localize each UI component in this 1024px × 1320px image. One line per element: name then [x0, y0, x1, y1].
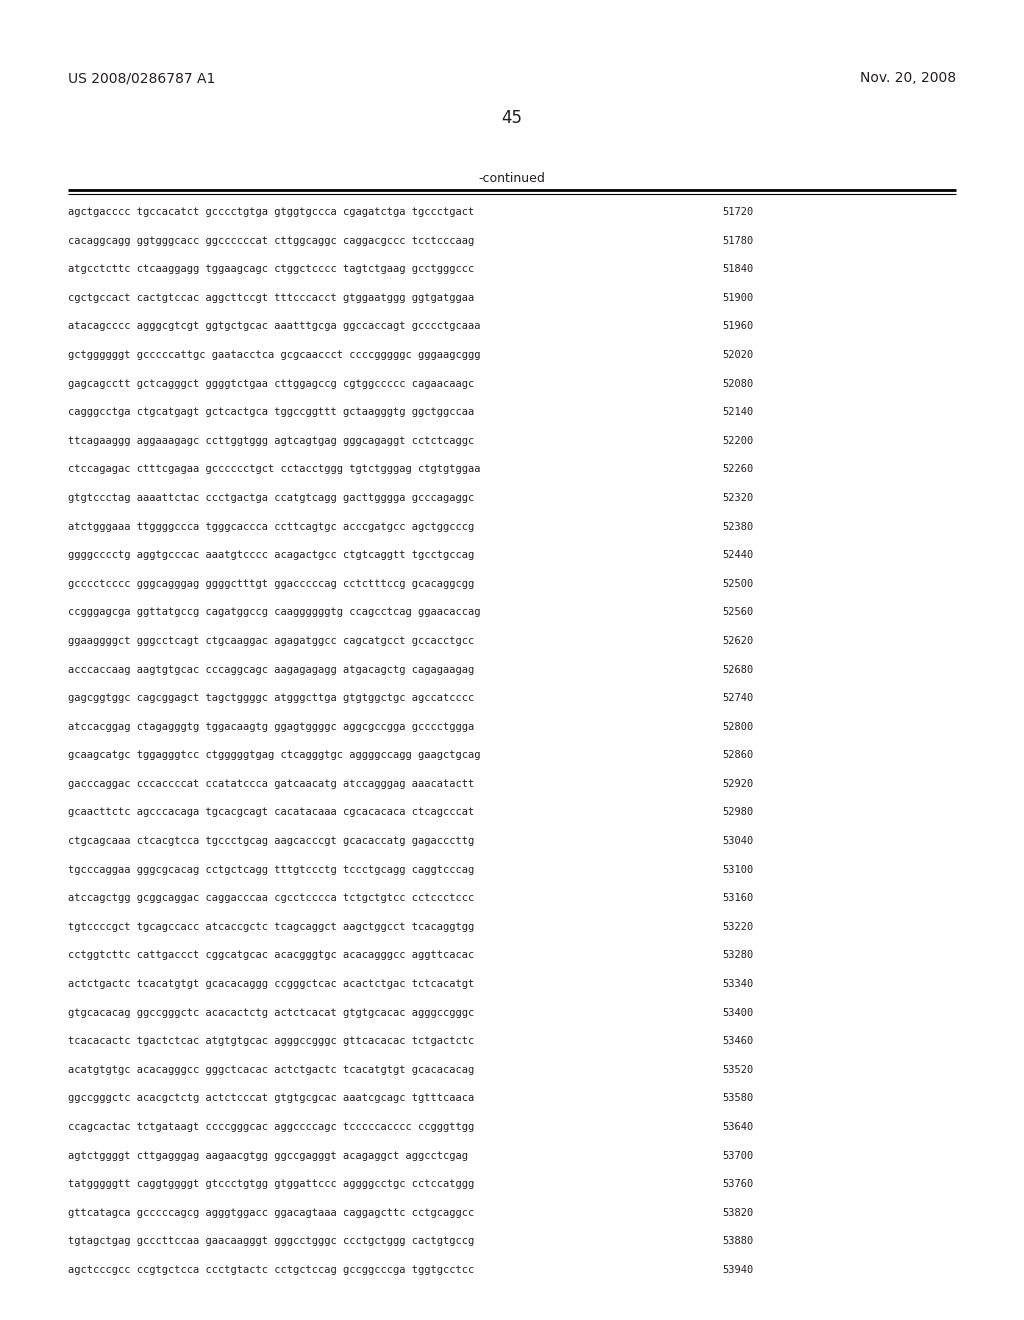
Text: tgtagctgag gcccttccaa gaacaagggt gggcctgggc ccctgctggg cactgtgccg: tgtagctgag gcccttccaa gaacaagggt gggcctg… [68, 1237, 474, 1246]
Text: 53520: 53520 [722, 1065, 754, 1074]
Text: actctgactc tcacatgtgt gcacacaggg ccgggctcac acactctgac tctcacatgt: actctgactc tcacatgtgt gcacacaggg ccgggct… [68, 979, 474, 989]
Text: 52620: 52620 [722, 636, 754, 645]
Text: gtgcacacag ggccgggctc acacactctg actctcacat gtgtgcacac agggccgggc: gtgcacacag ggccgggctc acacactctg actctca… [68, 1007, 474, 1018]
Text: gagcggtggc cagcggagct tagctggggc atgggcttga gtgtggctgc agccatcccc: gagcggtggc cagcggagct tagctggggc atgggct… [68, 693, 474, 704]
Text: 52080: 52080 [722, 379, 754, 388]
Text: gcccctcccc gggcagggag ggggctttgt ggacccccag cctctttccg gcacaggcgg: gcccctcccc gggcagggag ggggctttgt ggacccc… [68, 578, 474, 589]
Text: 52980: 52980 [722, 808, 754, 817]
Text: ggccgggctc acacgctctg actctcccat gtgtgcgcac aaatcgcagc tgtttcaaca: ggccgggctc acacgctctg actctcccat gtgtgcg… [68, 1093, 474, 1104]
Text: 51720: 51720 [722, 207, 754, 216]
Text: gttcatagca gcccccagcg agggtggacc ggacagtaaa caggagcttc cctgcaggcc: gttcatagca gcccccagcg agggtggacc ggacagt… [68, 1208, 474, 1218]
Text: cgctgccact cactgtccac aggcttccgt tttcccacct gtggaatggg ggtgatggaa: cgctgccact cactgtccac aggcttccgt tttccca… [68, 293, 474, 302]
Text: 52320: 52320 [722, 492, 754, 503]
Text: 51780: 51780 [722, 235, 754, 246]
Text: 53700: 53700 [722, 1151, 754, 1160]
Text: 52560: 52560 [722, 607, 754, 618]
Text: gcaagcatgc tggagggtcc ctgggggtgag ctcagggtgc aggggccagg gaagctgcag: gcaagcatgc tggagggtcc ctgggggtgag ctcagg… [68, 750, 480, 760]
Text: 53460: 53460 [722, 1036, 754, 1047]
Text: 53160: 53160 [722, 894, 754, 903]
Text: 51960: 51960 [722, 321, 754, 331]
Text: ttcagaaggg aggaaagagc ccttggtggg agtcagtgag gggcagaggt cctctcaggc: ttcagaaggg aggaaagagc ccttggtggg agtcagt… [68, 436, 474, 446]
Text: 51900: 51900 [722, 293, 754, 302]
Text: acccaccaag aagtgtgcac cccaggcagc aagagagagg atgacagctg cagagaagag: acccaccaag aagtgtgcac cccaggcagc aagagag… [68, 664, 474, 675]
Text: 53940: 53940 [722, 1265, 754, 1275]
Text: agctgacccc tgccacatct gcccctgtga gtggtgccca cgagatctga tgccctgact: agctgacccc tgccacatct gcccctgtga gtggtgc… [68, 207, 474, 216]
Text: 53820: 53820 [722, 1208, 754, 1218]
Text: -continued: -continued [478, 172, 546, 185]
Text: 53400: 53400 [722, 1007, 754, 1018]
Text: 52440: 52440 [722, 550, 754, 560]
Text: gagcagcctt gctcagggct ggggtctgaa cttggagccg cgtggccccc cagaacaagc: gagcagcctt gctcagggct ggggtctgaa cttggag… [68, 379, 474, 388]
Text: Nov. 20, 2008: Nov. 20, 2008 [860, 71, 956, 84]
Text: 53280: 53280 [722, 950, 754, 961]
Text: 52140: 52140 [722, 407, 754, 417]
Text: 52500: 52500 [722, 578, 754, 589]
Text: cacaggcagg ggtgggcacc ggccccccat cttggcaggc caggacgccc tcctcccaag: cacaggcagg ggtgggcacc ggccccccat cttggca… [68, 235, 474, 246]
Text: 53040: 53040 [722, 836, 754, 846]
Text: cagggcctga ctgcatgagt gctcactgca tggccggttt gctaagggtg ggctggccaa: cagggcctga ctgcatgagt gctcactgca tggccgg… [68, 407, 474, 417]
Text: 53340: 53340 [722, 979, 754, 989]
Text: atccagctgg gcggcaggac caggacccaa cgcctcccca tctgctgtcc cctccctccc: atccagctgg gcggcaggac caggacccaa cgcctcc… [68, 894, 474, 903]
Text: atgcctcttc ctcaaggagg tggaagcagc ctggctcccc tagtctgaag gcctgggccc: atgcctcttc ctcaaggagg tggaagcagc ctggctc… [68, 264, 474, 275]
Text: atacagcccc agggcgtcgt ggtgctgcac aaatttgcga ggccaccagt gcccctgcaaa: atacagcccc agggcgtcgt ggtgctgcac aaatttg… [68, 321, 480, 331]
Text: ggaaggggct gggcctcagt ctgcaaggac agagatggcc cagcatgcct gccacctgcc: ggaaggggct gggcctcagt ctgcaaggac agagatg… [68, 636, 474, 645]
Text: 51840: 51840 [722, 264, 754, 275]
Text: 53880: 53880 [722, 1237, 754, 1246]
Text: 52020: 52020 [722, 350, 754, 360]
Text: gacccaggac cccaccccat ccatatccca gatcaacatg atccagggag aaacatactt: gacccaggac cccaccccat ccatatccca gatcaac… [68, 779, 474, 789]
Text: 53640: 53640 [722, 1122, 754, 1133]
Text: 52860: 52860 [722, 750, 754, 760]
Text: 53580: 53580 [722, 1093, 754, 1104]
Text: ggggcccctg aggtgcccac aaatgtcccc acagactgcc ctgtcaggtt tgcctgccag: ggggcccctg aggtgcccac aaatgtcccc acagact… [68, 550, 474, 560]
Text: 52260: 52260 [722, 465, 754, 474]
Text: cctggtcttc cattgaccct cggcatgcac acacgggtgc acacagggcc aggttcacac: cctggtcttc cattgaccct cggcatgcac acacggg… [68, 950, 474, 961]
Text: 52800: 52800 [722, 722, 754, 731]
Text: tgcccaggaa gggcgcacag cctgctcagg tttgtccctg tccctgcagg caggtcccag: tgcccaggaa gggcgcacag cctgctcagg tttgtcc… [68, 865, 474, 875]
Text: 52380: 52380 [722, 521, 754, 532]
Text: 45: 45 [502, 110, 522, 127]
Text: gcaacttctc agcccacaga tgcacgcagt cacatacaaa cgcacacaca ctcagcccat: gcaacttctc agcccacaga tgcacgcagt cacatac… [68, 808, 474, 817]
Text: ctccagagac ctttcgagaa gcccccctgct cctacctggg tgtctgggag ctgtgtggaa: ctccagagac ctttcgagaa gcccccctgct cctacc… [68, 465, 480, 474]
Text: ccgggagcga ggttatgccg cagatggccg caaggggggtg ccagcctcag ggaacaccag: ccgggagcga ggttatgccg cagatggccg caagggg… [68, 607, 480, 618]
Text: tcacacactc tgactctcac atgtgtgcac agggccgggc gttcacacac tctgactctc: tcacacactc tgactctcac atgtgtgcac agggccg… [68, 1036, 474, 1047]
Text: agctcccgcc ccgtgctcca ccctgtactc cctgctccag gccggcccga tggtgcctcc: agctcccgcc ccgtgctcca ccctgtactc cctgctc… [68, 1265, 474, 1275]
Text: 53100: 53100 [722, 865, 754, 875]
Text: ccagcactac tctgataagt ccccgggcac aggccccagc tcccccacccc ccgggttgg: ccagcactac tctgataagt ccccgggcac aggcccc… [68, 1122, 474, 1133]
Text: agtctggggt cttgagggag aagaacgtgg ggccgagggt acagaggct aggcctcgag: agtctggggt cttgagggag aagaacgtgg ggccgag… [68, 1151, 468, 1160]
Text: atccacggag ctagagggtg tggacaagtg ggagtggggc aggcgccgga gcccctggga: atccacggag ctagagggtg tggacaagtg ggagtgg… [68, 722, 474, 731]
Text: tatgggggtt caggtggggt gtccctgtgg gtggattccc aggggcctgc cctccatggg: tatgggggtt caggtggggt gtccctgtgg gtggatt… [68, 1179, 474, 1189]
Text: 53220: 53220 [722, 921, 754, 932]
Text: 52740: 52740 [722, 693, 754, 704]
Text: gtgtccctag aaaattctac ccctgactga ccatgtcagg gacttgggga gcccagaggc: gtgtccctag aaaattctac ccctgactga ccatgtc… [68, 492, 474, 503]
Text: US 2008/0286787 A1: US 2008/0286787 A1 [68, 71, 215, 84]
Text: 53760: 53760 [722, 1179, 754, 1189]
Text: ctgcagcaaa ctcacgtcca tgccctgcag aagcacccgt gcacaccatg gagacccttg: ctgcagcaaa ctcacgtcca tgccctgcag aagcacc… [68, 836, 474, 846]
Text: 52680: 52680 [722, 664, 754, 675]
Text: 52920: 52920 [722, 779, 754, 789]
Text: 52200: 52200 [722, 436, 754, 446]
Text: acatgtgtgc acacagggcc gggctcacac actctgactc tcacatgtgt gcacacacag: acatgtgtgc acacagggcc gggctcacac actctga… [68, 1065, 474, 1074]
Text: atctgggaaa ttggggccca tgggcaccca ccttcagtgc acccgatgcc agctggcccg: atctgggaaa ttggggccca tgggcaccca ccttcag… [68, 521, 474, 532]
Text: tgtccccgct tgcagccacc atcaccgctc tcagcaggct aagctggcct tcacaggtgg: tgtccccgct tgcagccacc atcaccgctc tcagcag… [68, 921, 474, 932]
Text: gctggggggt gcccccattgc gaatacctca gcgcaaccct ccccgggggc gggaagcggg: gctggggggt gcccccattgc gaatacctca gcgcaa… [68, 350, 480, 360]
